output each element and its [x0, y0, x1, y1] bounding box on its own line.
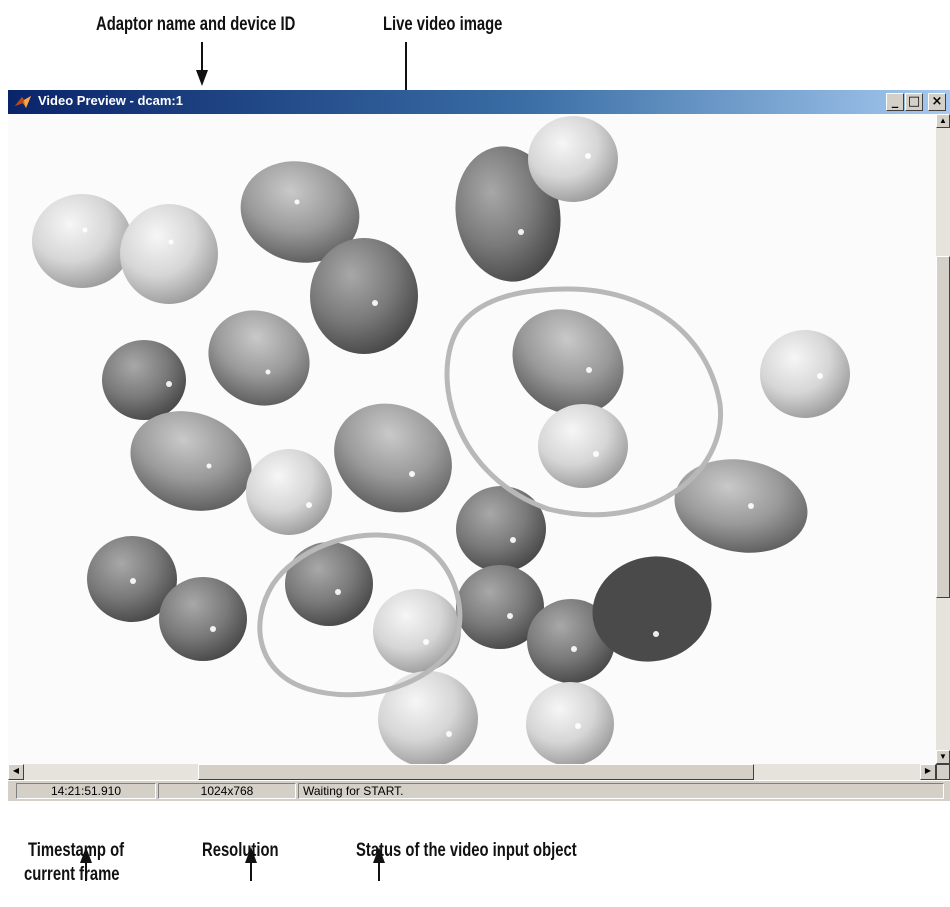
title-bar[interactable]: Video Preview - dcam:1 _ □ × [8, 90, 950, 114]
status-pane: Waiting for START. [298, 783, 944, 799]
scroll-up-button[interactable]: ▲ [936, 114, 950, 128]
scroll-down-button[interactable]: ▼ [936, 750, 950, 764]
status-bar: 14:21:51.910 1024x768 Waiting for START. [8, 780, 950, 801]
horizontal-scrollbar-thumb[interactable] [198, 764, 754, 780]
timestamp-pane: 14:21:51.910 [16, 783, 156, 799]
live-video-image [32, 116, 850, 764]
scroll-right-button[interactable]: ▶ [920, 764, 936, 780]
callout-resolution: Resolution [202, 840, 279, 861]
video-preview-window: Video Preview - dcam:1 _ □ × [8, 90, 950, 820]
live-video-viewport[interactable] [8, 114, 936, 764]
candy-group [32, 116, 850, 764]
arrow-timestamp-line [85, 861, 87, 881]
arrow-adaptor-head [196, 70, 208, 86]
callout-timestamp-line1: Timestamp of [28, 840, 125, 861]
matlab-logo-icon [15, 96, 31, 108]
close-button[interactable]: × [928, 93, 946, 111]
callout-status: Status of the video input object [356, 840, 577, 861]
scroll-left-button[interactable]: ◀ [8, 764, 24, 780]
arrow-resolution-head [245, 847, 257, 863]
resolution-pane: 1024x768 [158, 783, 296, 799]
arrow-resolution-line [250, 861, 252, 881]
rubber-bands [257, 286, 724, 698]
arrow-status-line [378, 861, 380, 881]
maximize-button[interactable]: □ [905, 93, 923, 111]
window-title: Video Preview - dcam:1 [38, 93, 183, 108]
callout-live-video: Live video image [383, 14, 503, 35]
arrow-adaptor-line [201, 42, 203, 72]
vertical-scrollbar-thumb[interactable] [936, 256, 950, 598]
candy-highlights [82, 153, 823, 737]
arrow-status-head [373, 847, 385, 863]
scrollbar-corner [936, 764, 950, 780]
callout-timestamp-line2: current frame [24, 864, 120, 885]
callout-adaptor-name: Adaptor name and device ID [96, 14, 296, 35]
minimize-button[interactable]: _ [886, 93, 904, 111]
arrow-timestamp-head [80, 847, 92, 863]
